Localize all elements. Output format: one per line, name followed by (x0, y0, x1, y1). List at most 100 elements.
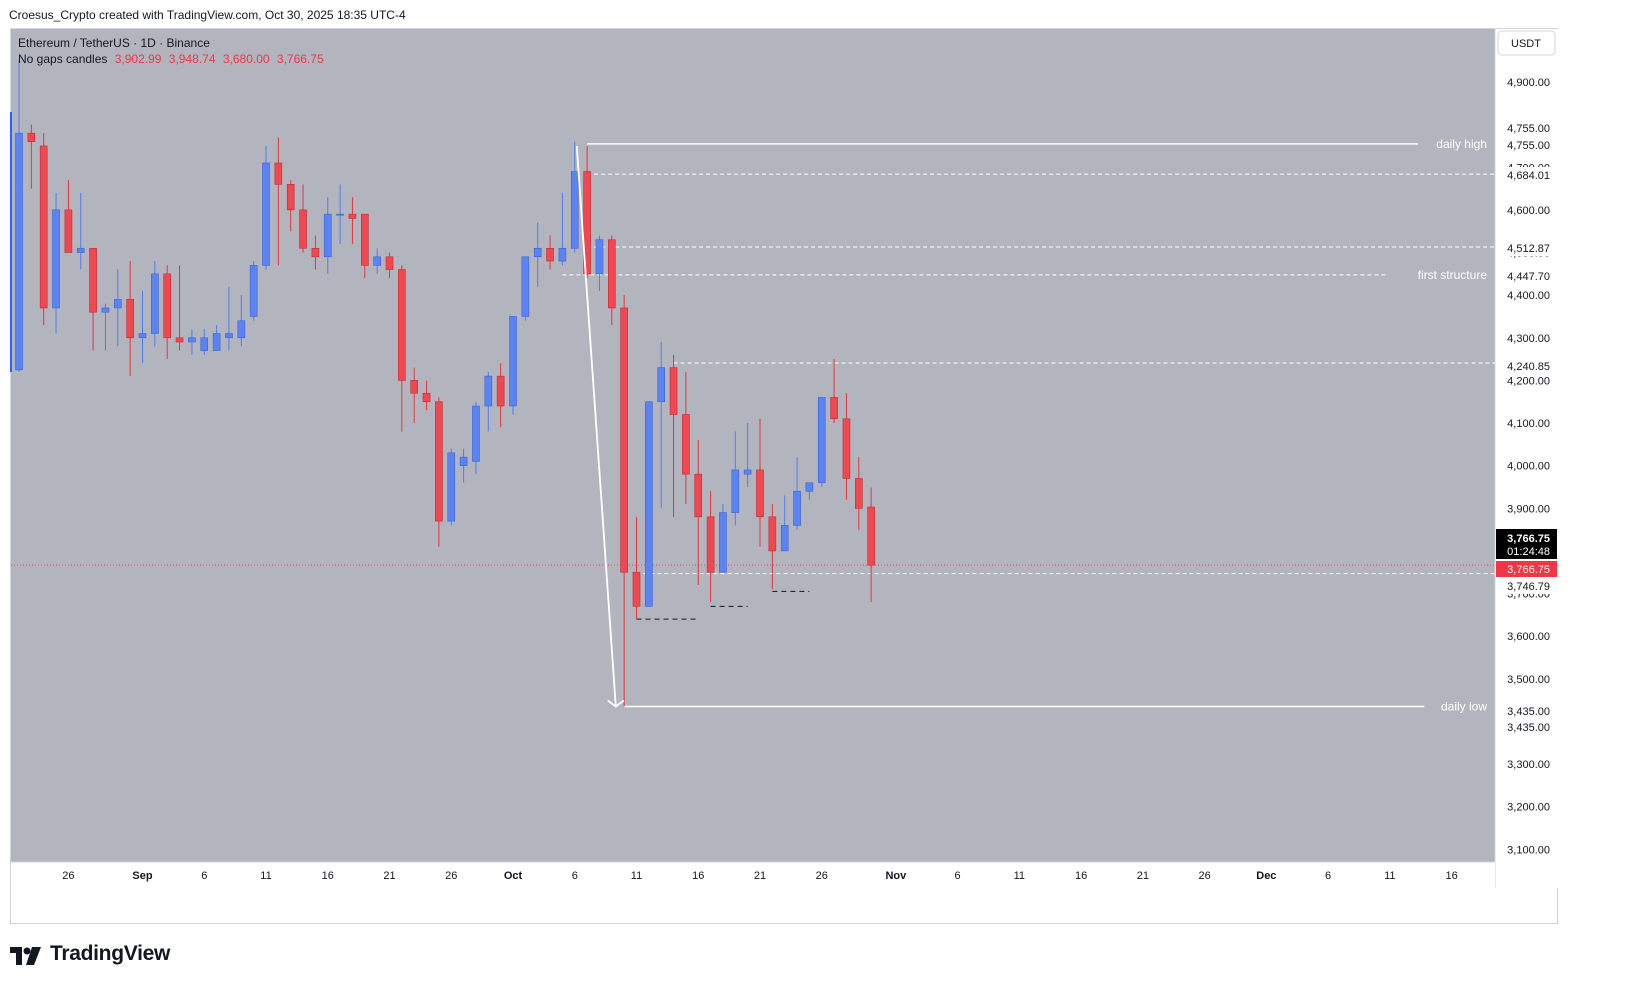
price-label-bg (1496, 703, 1557, 719)
tradingview-logo-text: TradingView (50, 942, 171, 965)
price-label-bg (1496, 120, 1557, 136)
candle-body (521, 256, 530, 317)
candle-body (743, 469, 752, 475)
candle-body (398, 269, 406, 381)
candle-body (570, 171, 579, 249)
x-tick-label: 26 (816, 870, 828, 882)
ohlc-open: 3,902.99 (114, 52, 162, 66)
candle-body (694, 473, 703, 518)
x-tick-label: 6 (1325, 870, 1331, 882)
candle-body (669, 367, 678, 415)
arrow-line (575, 145, 617, 707)
candle-body (225, 333, 233, 339)
candle-body (645, 401, 653, 607)
y-tick-label: 4,200.00 (1507, 375, 1550, 387)
candle-body (842, 418, 851, 479)
x-tick-label: Sep (132, 870, 152, 882)
y-tick-label: 3,500.00 (1507, 674, 1550, 686)
x-tick-label: 16 (1445, 870, 1457, 882)
candle-body (756, 469, 764, 518)
y-tick-label: 3,100.00 (1507, 844, 1550, 856)
candle-body (484, 375, 493, 407)
ohlc-high: 3,948.74 (168, 52, 216, 66)
price-label-bg (1496, 137, 1557, 153)
level-label: daily high (1436, 137, 1487, 151)
y-tick-label: 4,600.00 (1507, 205, 1550, 217)
plot-background (11, 29, 1495, 862)
candle-body (64, 209, 73, 253)
candle-body (151, 273, 159, 334)
candle-body (410, 380, 419, 394)
ohlc-low: 3,680.00 (222, 52, 270, 66)
x-tick-label: Oct (504, 870, 523, 882)
symbol-legend: Ethereum / TetherUS · 1D · Binance No ga… (18, 35, 328, 67)
candle-body (200, 337, 209, 351)
price-label-bg (1496, 268, 1557, 284)
ohlc-close: 3,766.75 (276, 52, 324, 66)
level-label: first structure (1418, 268, 1488, 282)
y-tick-label: 3,600.00 (1507, 631, 1550, 643)
candle-style-label: No gaps candles (18, 52, 108, 66)
y-tick-label: 3,900.00 (1507, 503, 1550, 515)
candle-body (175, 337, 184, 343)
candle-body (274, 162, 283, 185)
author-credit: Croesus_Crypto created with TradingView.… (9, 8, 406, 22)
price-label: 4,755.00 (1507, 140, 1550, 152)
currency-button-label[interactable]: USDT (1511, 38, 1541, 50)
candle-body (657, 367, 666, 403)
candle-body (509, 316, 517, 407)
candle-body (114, 299, 122, 309)
candle-body (558, 247, 567, 262)
x-tick-label: 21 (383, 870, 395, 882)
price-label-bg (1496, 561, 1557, 577)
candle-body (126, 299, 134, 339)
price-label: 3,746.79 (1507, 581, 1550, 593)
candle-body (348, 213, 357, 219)
candle-body (422, 392, 431, 403)
candle-body (682, 414, 690, 475)
candle-body (793, 490, 801, 526)
arrow-head (607, 699, 625, 708)
y-tick-label: 4,000.00 (1507, 461, 1550, 473)
candle-body (595, 239, 604, 275)
candle-body (163, 273, 171, 339)
price-label: 3,766.75 (1507, 533, 1550, 545)
candle-body (27, 132, 36, 142)
price-label-bg (1496, 529, 1557, 559)
candle-body (731, 469, 740, 513)
candle-body (323, 213, 332, 258)
x-tick-label: 21 (1137, 870, 1149, 882)
price-label-bg (1496, 167, 1557, 183)
level-label: daily low (1441, 700, 1487, 714)
price-label: 3,435.00 (1507, 706, 1550, 718)
x-tick-label: 6 (201, 870, 207, 882)
candle-body (496, 375, 505, 407)
x-tick-label: 6 (955, 870, 961, 882)
x-tick-label: 21 (754, 870, 766, 882)
candle-body (867, 506, 875, 566)
candle-body (15, 132, 23, 371)
candle-body (805, 482, 814, 492)
candle-body (262, 162, 270, 266)
candle-body (76, 247, 85, 253)
candle-body (360, 213, 369, 266)
candle-body (780, 525, 789, 552)
candle-body (138, 333, 147, 339)
y-tick-label: 3,300.00 (1507, 759, 1550, 771)
price-label: 4,240.85 (1507, 361, 1550, 373)
price-label-bg (1496, 578, 1557, 594)
y-tick-label: 4,400.00 (1507, 290, 1550, 302)
time-axis-panel (11, 862, 1495, 888)
candle-body (830, 397, 838, 420)
candle-body (472, 405, 480, 462)
x-tick-label: 26 (62, 870, 74, 882)
candle-body (237, 320, 246, 339)
candle-body (89, 247, 97, 313)
price-label-bg (1496, 358, 1557, 374)
x-tick-label: 16 (692, 870, 704, 882)
ohlc-row: No gaps candles 3,902.99 3,948.74 3,680.… (18, 51, 328, 67)
price-label: 4,755.00 (1507, 123, 1550, 135)
candle-body (719, 512, 727, 573)
candle-body (854, 478, 863, 509)
